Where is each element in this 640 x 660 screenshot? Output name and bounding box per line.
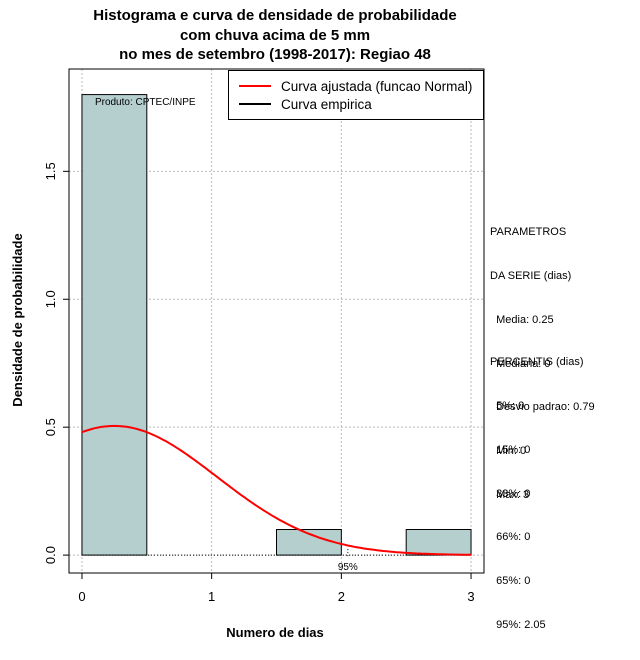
percentis-line: 66%: 0 <box>490 531 531 544</box>
legend-entry-empirical: Curva empirica <box>239 95 372 113</box>
chart-title-line-3: no mes de setembro (1998-2017): Regiao 4… <box>119 46 431 63</box>
percentis-line: PERCENTIS (dias) <box>490 356 584 369</box>
params-line: Min: 0 <box>490 445 527 458</box>
x-tick-label: 2 <box>338 589 345 604</box>
x-tick-label: 0 <box>78 589 85 604</box>
legend-swatch-empirical <box>239 103 271 105</box>
x-axis-label: Numero de dias <box>226 625 324 640</box>
legend-label-normal: Curva ajustada (funcao Normal) <box>281 78 473 94</box>
percentis-block: PERCENTIS (dias) 5%: 0 15%: 0 33%: 0 66%… <box>490 326 584 647</box>
percentis-line: 33%: 0 <box>490 487 531 500</box>
y-tick-label: 0.5 <box>43 418 58 436</box>
params-block: PARAMETROS DA SERIE (dias) Media: 0.25 M… <box>490 196 595 517</box>
legend-swatch-normal <box>239 85 271 87</box>
chart-title-line-1: Histograma e curva de densidade de proba… <box>93 7 457 24</box>
y-tick-label: 1.5 <box>43 162 58 180</box>
normal-fit-curve <box>81 424 471 556</box>
p95-label: 95% <box>338 562 358 573</box>
percentis-line: 15%: 0 <box>490 443 531 456</box>
chart-title-line-2: com chuva acima de 5 mm <box>179 27 371 44</box>
params-line: Media: 0.25 <box>490 313 554 326</box>
params-line: DA SERIE (dias) <box>490 269 572 282</box>
histogram-bar <box>81 94 148 556</box>
percentis-line: 95%: 2.05 <box>490 618 546 631</box>
params-line: Desvio padrao: 0.79 <box>490 401 595 414</box>
y-axis-label: Densidade de probabilidade <box>10 233 25 407</box>
chart-legend: Curva ajustada (funcao Normal) Curva emp… <box>228 70 484 120</box>
legend-entry-normal: Curva ajustada (funcao Normal) <box>239 77 472 95</box>
params-line: Max: 3 <box>490 488 530 501</box>
y-tick-label: 0.0 <box>43 546 58 564</box>
params-line: Mediana: 0 <box>490 357 551 370</box>
params-line: PARAMETROS <box>490 226 567 239</box>
histogram-bar <box>405 529 472 556</box>
x-tick-label: 3 <box>467 589 474 604</box>
percentis-line: 65%: 0 <box>490 575 531 588</box>
legend-label-empirical: Curva empirica <box>281 96 372 112</box>
y-tick-label: 1.0 <box>43 290 58 308</box>
producer-label: Produto: CPTEC/INPE <box>95 97 196 108</box>
x-tick-label: 1 <box>208 589 215 604</box>
percentis-line: 5%: 0 <box>490 399 525 412</box>
